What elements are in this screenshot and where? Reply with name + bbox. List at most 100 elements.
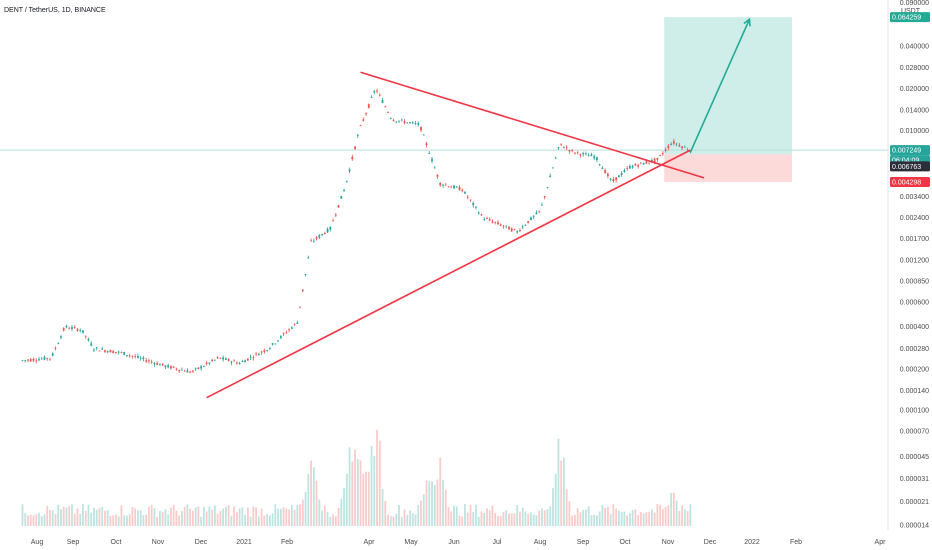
volume-bar [661, 509, 664, 526]
volume-bar [175, 510, 178, 526]
candle-body [82, 330, 84, 333]
candle-body [431, 158, 433, 162]
candle-body [65, 325, 68, 328]
candle-body [120, 352, 123, 353]
candle-body [293, 323, 296, 325]
candle-body [458, 187, 461, 191]
volume-bar [400, 516, 403, 526]
volume-bar [455, 506, 458, 526]
candle-body [224, 358, 227, 360]
candle-body [117, 351, 120, 353]
volume-bar [475, 504, 477, 526]
candle-body [238, 363, 241, 365]
candle-body [87, 338, 90, 341]
time-tick-label: May [404, 539, 418, 546]
candle-body [282, 333, 285, 335]
volume-bars [21, 429, 692, 526]
symbol-title: DENT / TetherUS, 1D, BINANCE [4, 7, 106, 14]
volume-bar [170, 507, 172, 526]
volume-bar [128, 514, 131, 526]
candle-body [486, 218, 488, 220]
candle-body [384, 106, 387, 108]
candle-body [315, 237, 318, 239]
volume-bar [450, 511, 453, 526]
candle-body [307, 257, 310, 259]
volume-bar [90, 512, 93, 526]
volume-bar [145, 514, 148, 526]
candle-body [299, 306, 301, 308]
volume-bar [115, 514, 117, 526]
candle-body [601, 167, 604, 170]
candle-body [560, 143, 563, 145]
time-tick-label: Feb [281, 539, 293, 546]
volume-bar [543, 510, 546, 526]
volume-bar [191, 510, 194, 526]
volume-bar [612, 504, 615, 526]
time-axis[interactable]: Aug Sep Oct Nov Dec 2021 Feb Apr May Jun Jul Aug Sep… [31, 539, 886, 546]
candle-body [480, 214, 483, 216]
volume-bar [433, 485, 436, 526]
arrow-head [743, 17, 751, 27]
volume-bar [93, 507, 95, 526]
volume-bar [290, 504, 293, 526]
volume-bar [54, 514, 57, 526]
candle-body [134, 356, 137, 357]
candle-body [38, 359, 40, 361]
volume-bar [260, 508, 263, 526]
candle-body [351, 156, 354, 160]
candle-body [373, 91, 376, 93]
volume-bar [648, 511, 651, 526]
volume-bar [310, 460, 312, 526]
candle-body [442, 184, 444, 186]
volume-bar [323, 505, 326, 526]
candle-body [60, 336, 62, 338]
candle-body [414, 122, 417, 124]
candle-body [175, 368, 178, 370]
candle-body [43, 356, 46, 360]
volume-bar [560, 460, 563, 526]
price-axis[interactable]: 0.090000 0.040000 0.028000 0.020000 0.014000… [887, 0, 929, 530]
volume-bar [29, 514, 32, 526]
volume-bar [678, 510, 681, 526]
candle-body [101, 348, 104, 350]
time-tick-label: Sep [577, 539, 590, 546]
volume-bar [266, 514, 269, 526]
candle-body [631, 165, 634, 168]
candle-body [233, 360, 236, 362]
candle-body [639, 162, 642, 164]
volume-bar [387, 514, 389, 526]
candle-body [277, 340, 279, 342]
volume-bar [255, 507, 258, 526]
volume-bar [395, 513, 398, 526]
volume-bar [653, 512, 656, 526]
candle-body [79, 330, 82, 331]
candle-body [241, 361, 244, 363]
candle-body [93, 349, 95, 351]
volume-bar [508, 513, 510, 526]
volume-bar [82, 504, 84, 526]
candle-body [332, 220, 334, 222]
candle-body [444, 184, 447, 186]
volume-bar [645, 512, 648, 526]
candle-body [40, 358, 43, 360]
volume-tick-label: 0.000070 [900, 428, 929, 435]
time-tick-label: Oct [111, 539, 122, 546]
candle-body [425, 143, 428, 146]
candle-body [563, 147, 565, 149]
time-tick-label: Dec [704, 539, 717, 546]
candle-body [494, 221, 497, 223]
volume-bar [200, 516, 203, 526]
candle-body [106, 351, 109, 353]
candle-body [417, 123, 420, 125]
candle-body [656, 157, 659, 160]
volume-bar [131, 506, 134, 526]
volume-bar [249, 516, 252, 526]
volume-bar [202, 506, 205, 526]
volume-bar [139, 510, 142, 526]
volume-bar [98, 507, 101, 526]
price-tick-label: 0.040000 [900, 43, 929, 50]
volume-bar [87, 504, 90, 526]
volume-bar [293, 509, 296, 526]
volume-bar [362, 473, 365, 526]
